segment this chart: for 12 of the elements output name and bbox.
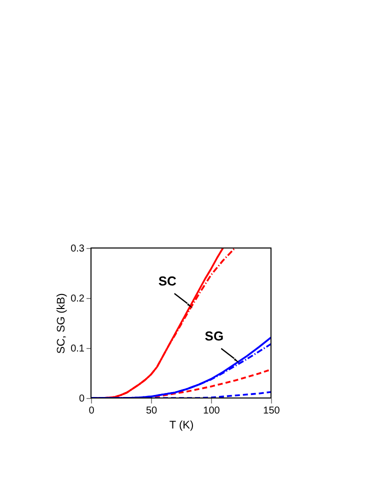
y-tick-label: 0.2 <box>70 294 85 304</box>
x-tick-label: 150 <box>263 406 280 416</box>
x-tick-label: 50 <box>146 406 158 416</box>
x-tick-label: 100 <box>203 406 220 416</box>
annotation: SC <box>158 274 178 288</box>
y-tick-label: 0 <box>78 394 85 404</box>
y-axis-title: SC, SG (kB) <box>56 293 68 354</box>
annotation: SG <box>204 328 224 344</box>
y-tick-label: 0.1 <box>70 344 85 354</box>
x-axis-title: T (K) <box>169 420 194 432</box>
y-tick-label: 0.3 <box>70 244 85 254</box>
x-tick-label: 0 <box>88 406 95 416</box>
